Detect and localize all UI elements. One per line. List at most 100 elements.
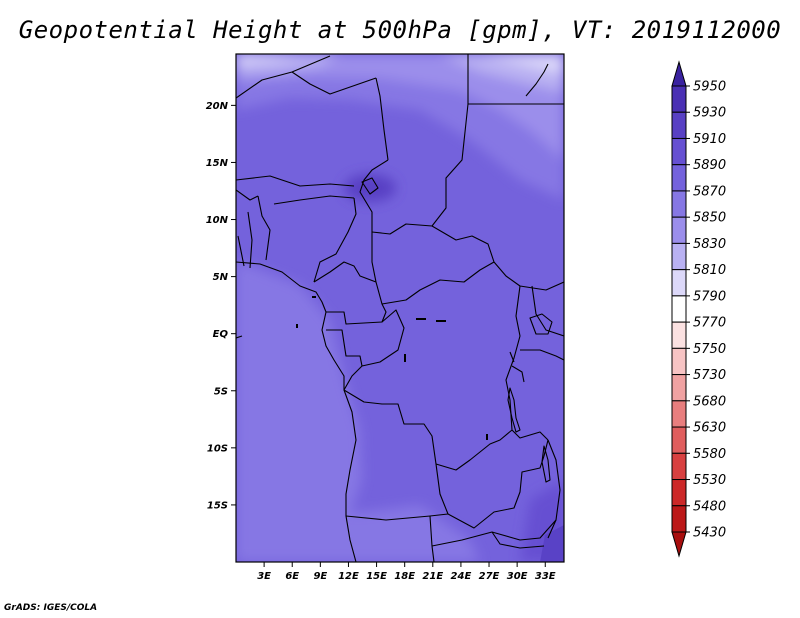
lon-tick-label: 18E <box>394 571 415 582</box>
lat-tick-label: 5S <box>214 386 228 397</box>
river-mark <box>436 320 446 322</box>
colorbar-label: 5530 <box>693 473 726 488</box>
lon-tick-label: 12E <box>338 571 359 582</box>
border-mozambique <box>547 439 561 539</box>
colorbar-label: 5790 <box>693 289 726 304</box>
border-botswana <box>431 545 435 562</box>
border-rwanda-burundi <box>511 365 525 383</box>
lat-tick-label: EQ <box>213 329 229 340</box>
colorbar-label: 5430 <box>693 526 726 541</box>
height-field-central-high <box>344 174 396 202</box>
lake-tanganyika <box>507 387 521 433</box>
border-niger-chad <box>359 159 389 232</box>
colorbar-bin <box>671 295 687 323</box>
colorbar-bin <box>671 479 687 507</box>
coastline-gulf <box>236 335 243 339</box>
lat-tick-label: 15N <box>206 158 229 169</box>
colorbar-bin <box>671 347 687 376</box>
colorbar-label: 5630 <box>693 421 726 436</box>
border-angola-zambia <box>435 439 549 529</box>
border-nigeria-cameroon <box>313 197 357 283</box>
border-drc-east <box>505 285 549 441</box>
border-chad-car <box>371 223 433 235</box>
lake-kivu <box>509 351 515 363</box>
colorbar-bin <box>671 400 687 428</box>
figure-title: Geopotential Height at 500hPa [gpm], VT:… <box>18 16 782 44</box>
colorbar-label: 5480 <box>693 499 726 514</box>
lake-victoria <box>529 313 553 335</box>
river-mark <box>296 324 298 328</box>
river-mark <box>486 434 488 440</box>
lon-tick-label: 27E <box>479 571 500 582</box>
colorbar-label: 5850 <box>693 211 726 226</box>
colorbar-bin <box>671 85 687 113</box>
colorbar-label: 5890 <box>693 158 726 173</box>
border-ghana <box>237 235 245 267</box>
border-tanzania <box>520 349 564 361</box>
border-benin <box>257 195 271 261</box>
colorbar-label: 5680 <box>693 394 726 409</box>
colorbar: 5950 5930 5910 5890 5870 5850 5830 5810 5790 5770… <box>671 60 726 558</box>
lon-tick-label: 30E <box>507 571 528 582</box>
colorbar-bottom-triangle <box>671 531 687 558</box>
coastline-atlantic <box>236 261 357 562</box>
border-cameroon-south <box>313 261 377 283</box>
colorbar-label: 5950 <box>693 80 726 95</box>
colorbar-bin <box>671 269 687 297</box>
border-north <box>236 55 331 99</box>
colorbar-bin <box>671 321 687 349</box>
border-burkina <box>236 189 259 201</box>
latitude-ticks: 20N 15N 10N 5N EQ 5S 10S 15S <box>206 101 236 511</box>
river-mark <box>416 318 426 320</box>
colorbar-label: 5930 <box>693 106 726 121</box>
colorbar-bin <box>671 164 687 192</box>
river-mark <box>312 296 316 298</box>
border-angola-namibia <box>345 513 449 521</box>
lon-tick-label: 15E <box>366 571 387 582</box>
colorbar-label: 5830 <box>693 237 726 252</box>
border-niger-mali <box>236 175 355 187</box>
colorbar-bin <box>671 452 687 481</box>
colorbar-bin <box>671 505 687 533</box>
border-car <box>371 232 495 305</box>
height-field-north-band-5830 <box>236 54 564 160</box>
border-cameroon-gabon <box>326 303 387 325</box>
colorbar-bin <box>671 111 687 139</box>
red-sea-coast <box>525 63 549 97</box>
country-borders <box>236 54 564 562</box>
height-field-northeast-band-5790 <box>480 54 564 74</box>
colorbar-label: 5870 <box>693 184 726 199</box>
colorbar-label: 5910 <box>693 132 726 147</box>
border-uganda-kenya <box>531 285 564 337</box>
colorbar-bin <box>671 242 687 271</box>
map-frame <box>235 53 565 563</box>
map-area <box>236 54 564 562</box>
lon-tick-label: 9E <box>313 571 327 582</box>
colorbar-bin <box>671 426 687 454</box>
colorbar-top-triangle <box>671 60 687 87</box>
border-drc-angola <box>343 389 513 471</box>
lat-tick-label: 10S <box>207 443 228 454</box>
height-field-north-band-5790 <box>236 54 300 64</box>
border-sudan-south <box>431 225 564 291</box>
longitude-ticks: 3E 6E 9E 12E 15E 18E 21E 24E 27E 30E 33E <box>257 562 556 582</box>
colorbar-label: 5810 <box>693 263 726 278</box>
river-marks <box>296 296 488 440</box>
lon-tick-label: 21E <box>422 571 443 582</box>
lon-tick-label: 24E <box>451 571 472 582</box>
lat-tick-label: 15S <box>207 500 228 511</box>
colorbar-bin <box>671 137 687 166</box>
credit-label: GrADS: IGES/COLA <box>4 603 98 613</box>
height-field-south-band <box>300 505 480 562</box>
lat-tick-label: 10N <box>206 215 229 226</box>
river-mark <box>404 354 406 362</box>
height-field-west-band <box>236 260 362 562</box>
border-algeria-libya <box>291 71 377 95</box>
border-niger-nigeria <box>273 195 355 205</box>
border-congo <box>343 309 405 391</box>
lat-tick-label: 5N <box>213 272 229 283</box>
lat-tick-label: 20N <box>206 101 229 112</box>
colorbar-label: 5750 <box>693 342 726 357</box>
